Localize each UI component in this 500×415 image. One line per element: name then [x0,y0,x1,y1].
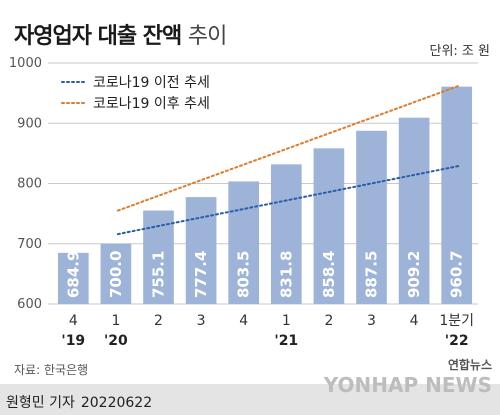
x-tick-label: 4 [239,313,248,329]
y-tick-label: 900 [17,116,42,131]
unit-label: 단위: 조 원 [429,44,491,59]
x-tick-label: 3 [197,313,206,329]
yonhap-logo: 연합뉴스 YONHAP NEWS [324,356,492,397]
x-year-label: '19 [61,333,85,349]
legend-label: 코로나19 이전 추세 [93,75,210,91]
chart-title-main: 자영업자 대출 잔액 [14,24,182,49]
y-tick-label: 600 [17,297,42,312]
bar [228,181,260,304]
x-tick-label: 1분기 [439,313,474,329]
trend-lines [116,84,460,236]
value-label: 858.4 [320,251,338,298]
byline-date: 20220622 [80,395,153,411]
logo-english: YONHAP NEWS [323,373,492,397]
legend-label: 코로나19 이후 추세 [93,96,210,112]
y-axis-ticks: 600 700 800 900 1000 [9,56,42,312]
x-tick-label: 4 [410,313,419,329]
bar-chart: 600 700 800 900 1000 684.9 700.0 755.1 777.4 803… [9,56,478,349]
value-label: 960.7 [448,251,466,298]
value-labels: 684.9 700.0 755.1 777.4 803.5 831.8 858.4 887.5… [64,251,465,298]
source-note: 자료: 한국은행 [14,363,89,377]
trend-line [116,165,460,236]
y-tick-label: 700 [17,237,42,252]
bar [270,164,302,304]
bar [100,243,132,304]
x-tick-label: 1 [282,313,291,329]
value-label: 887.5 [363,251,381,298]
bar [398,117,430,304]
bar [57,252,89,304]
bar [313,148,345,304]
value-label: 909.2 [405,251,423,298]
y-tick-label: 1000 [9,56,42,71]
trend-line [116,84,460,212]
value-label: 755.1 [150,251,168,298]
x-axis-ticks: 4 '19 1 '20 2 3 4 1 '21 2 3 4 1분기 '22 [61,313,474,349]
x-year-label: '21 [274,333,298,349]
value-label: 684.9 [64,251,82,298]
x-tick-label: 1 [111,313,120,329]
value-label: 803.5 [235,251,253,298]
bar [356,130,387,304]
x-tick-label: 4 [69,313,78,329]
chart-title-sub: 추이 [187,24,227,49]
logo-korean: 연합뉴스 [447,358,492,372]
chart-title: 자영업자 대출 잔액 추이 [14,18,227,50]
byline-name: 원형민 기자 [6,395,75,411]
x-tick-label: 2 [324,313,333,329]
x-year-label: '22 [445,333,469,349]
footer-bar [0,384,500,415]
bar [441,86,473,304]
value-label: 831.8 [277,251,295,298]
x-tick-label: 3 [367,313,376,329]
byline: 원형민 기자 20220622 [6,392,152,412]
x-year-label: '20 [104,333,128,349]
value-label: 777.4 [192,251,210,298]
y-tick-label: 800 [17,177,42,192]
x-tick-label: 2 [154,313,163,329]
bars [57,86,473,304]
value-label: 700.0 [107,251,125,298]
